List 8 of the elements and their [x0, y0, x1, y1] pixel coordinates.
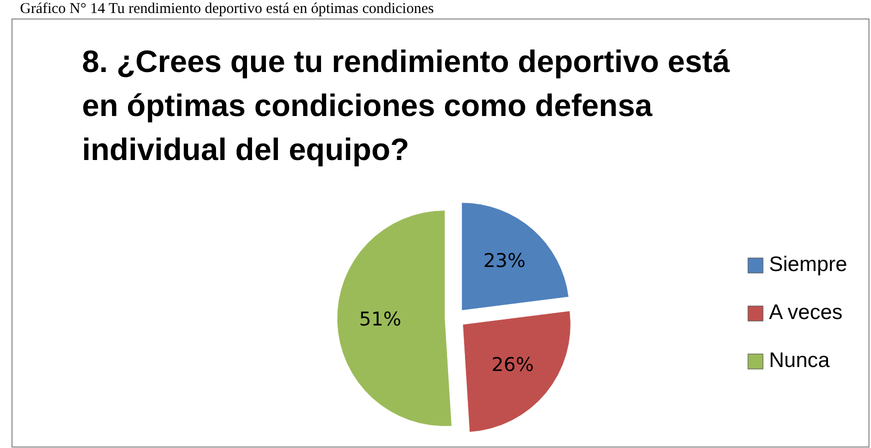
chart-title: 8. ¿Crees que tu rendimiento deportivo está en óptimas condiciones como defensa individual del equipo? — [82, 44, 730, 167]
data-label: 23% — [483, 250, 526, 272]
legend-label: Siempre — [769, 253, 848, 276]
legend-label: A veces — [769, 301, 843, 324]
legend-label: Nunca — [769, 349, 830, 372]
text: Gráfico N° 14 Tu rendimiento deportivo está en óptimas condiciones — [20, 1, 434, 17]
data-label: 26% — [492, 354, 534, 376]
data-label: 51% — [359, 308, 402, 331]
